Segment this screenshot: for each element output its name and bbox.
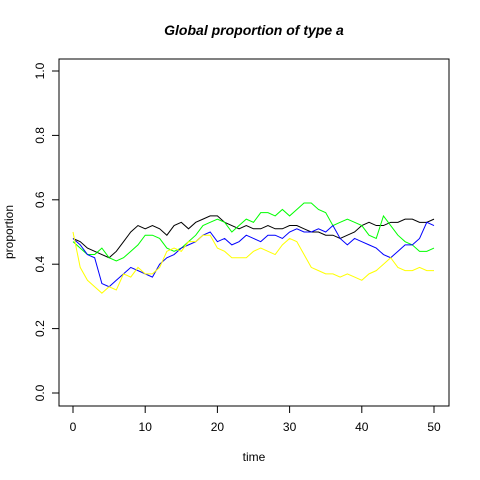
x-tick-label: 20 [211, 420, 225, 434]
y-tick-label: 0.4 [33, 256, 47, 273]
x-axis: 0 10 20 30 40 50 [70, 405, 441, 434]
y-tick-label: 0.8 [33, 127, 47, 144]
y-tick-label: 0.2 [33, 320, 47, 337]
y-tick-label: 1.0 [33, 62, 47, 79]
series-line-3 [72, 221, 435, 288]
y-tick-label: 0.0 [33, 384, 47, 401]
y-axis: 0.0 0.2 0.4 0.6 0.8 1.0 [33, 62, 60, 401]
x-tick-label: 0 [70, 420, 77, 434]
y-tick-label: 0.6 [33, 191, 47, 208]
x-tick-label: 10 [139, 420, 153, 434]
chart-title: Global proportion of type a [164, 22, 344, 38]
series-line-1 [72, 215, 435, 259]
y-axis-label: proportion [2, 205, 16, 259]
series-line-2 [72, 202, 435, 262]
plot-lines [72, 202, 435, 294]
series-line-4 [72, 231, 434, 294]
x-tick-label: 30 [283, 420, 297, 434]
x-tick-label: 40 [355, 420, 369, 434]
x-axis-label: time [243, 450, 266, 464]
x-tick-label: 50 [427, 420, 441, 434]
